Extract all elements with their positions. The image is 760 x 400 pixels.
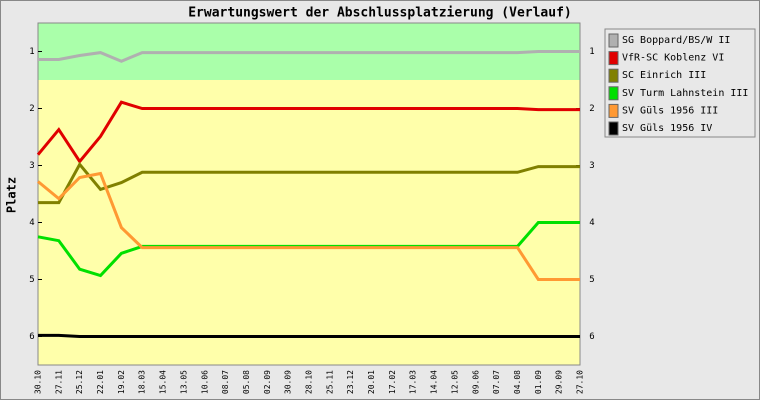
x-tick-label: 28.10 (305, 370, 314, 394)
x-tick-label: 30.10 (34, 370, 43, 394)
x-tick-label: 25.12 (75, 370, 84, 394)
y-tick-label: 3 (29, 161, 34, 171)
x-tick-label: 15.04 (159, 370, 168, 394)
y-tick-label: 2 (29, 104, 34, 114)
legend-swatch (608, 86, 619, 101)
x-tick-label: 27.10 (576, 370, 585, 394)
x-tick-label: 17.03 (409, 370, 418, 394)
legend-label: SC Einrich III (622, 70, 706, 81)
x-tick-label: 12.05 (450, 370, 459, 394)
legend-swatch (608, 103, 619, 118)
y-tick-label: 5 (29, 275, 34, 285)
series-line (37, 171, 580, 281)
y-tick-label: 6 (29, 332, 34, 342)
x-tick-label: 02.09 (263, 370, 272, 394)
plot-border (37, 22, 581, 366)
chart-title: Erwartungswert der Abschlussplatzierung … (188, 6, 572, 21)
y-tick-label: 1 (589, 47, 594, 57)
x-tick-label: 29.09 (555, 370, 564, 394)
x-tick-label: 17.02 (388, 370, 397, 394)
legend-label: SG Boppard/BS/W II (622, 35, 730, 46)
series-line (38, 161, 580, 205)
series-line (36, 100, 580, 165)
x-tick-label: 05.08 (242, 370, 251, 394)
x-tick-label: 20.01 (367, 370, 376, 394)
x-tick-label: 30.09 (284, 370, 293, 394)
y-tick-label: 4 (29, 218, 34, 228)
x-tick-label: 13.05 (179, 370, 188, 394)
y-tick-label: 2 (589, 104, 594, 114)
legend-label: SV Güls 1956 IV (622, 123, 712, 134)
x-tick-label: 01.09 (534, 370, 543, 394)
x-tick-label: 22.01 (96, 370, 105, 394)
x-tick-label: 08.07 (221, 370, 230, 394)
y-tick-label: 4 (589, 218, 594, 228)
legend-swatch (608, 51, 619, 66)
series-line (38, 333, 580, 338)
x-tick-label: 23.12 (346, 370, 355, 394)
y-tick-label: 5 (589, 275, 594, 285)
legend-label: SV Güls 1956 III (622, 105, 718, 116)
y-tick-label: 1 (29, 47, 34, 57)
x-tick-label: 14.04 (430, 370, 439, 394)
legend-label: VfR-SC Koblenz VI (622, 53, 724, 64)
legend-swatch (608, 121, 619, 136)
legend-label: SV Turm Lahnstein III (622, 88, 748, 99)
legend-swatch (608, 33, 619, 48)
x-tick-label: 07.07 (492, 370, 501, 394)
x-tick-label: 19.02 (117, 370, 126, 394)
x-tick-label: 09.06 (471, 370, 480, 394)
legend-swatch (608, 68, 619, 83)
y-tick-label: 3 (589, 161, 594, 171)
x-tick-label: 25.11 (325, 370, 334, 394)
x-tick-label: 04.08 (513, 370, 522, 394)
series-line (38, 50, 580, 63)
y-axis-label: Platz (5, 177, 19, 213)
y-tick-label: 6 (589, 332, 594, 342)
legend-box (604, 28, 756, 138)
plot-band (38, 80, 580, 365)
x-tick-label: 10.06 (200, 370, 209, 394)
x-tick-label: 18.03 (138, 370, 147, 394)
x-tick-label: 27.11 (54, 370, 63, 394)
